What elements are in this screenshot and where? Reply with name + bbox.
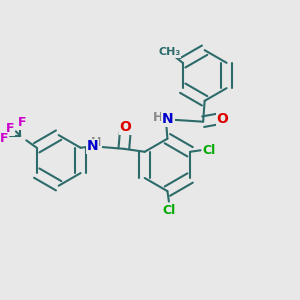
Text: H: H — [152, 111, 163, 124]
Text: O: O — [217, 112, 229, 126]
Text: F: F — [6, 122, 14, 135]
Text: N: N — [87, 139, 98, 153]
Text: N: N — [162, 112, 174, 126]
Text: O: O — [119, 120, 131, 134]
Text: F: F — [18, 116, 26, 129]
Text: H: H — [91, 136, 101, 149]
Text: F: F — [0, 132, 8, 145]
Text: Cl: Cl — [203, 144, 216, 157]
Text: CH₃: CH₃ — [158, 47, 180, 57]
Text: Cl: Cl — [162, 204, 176, 217]
